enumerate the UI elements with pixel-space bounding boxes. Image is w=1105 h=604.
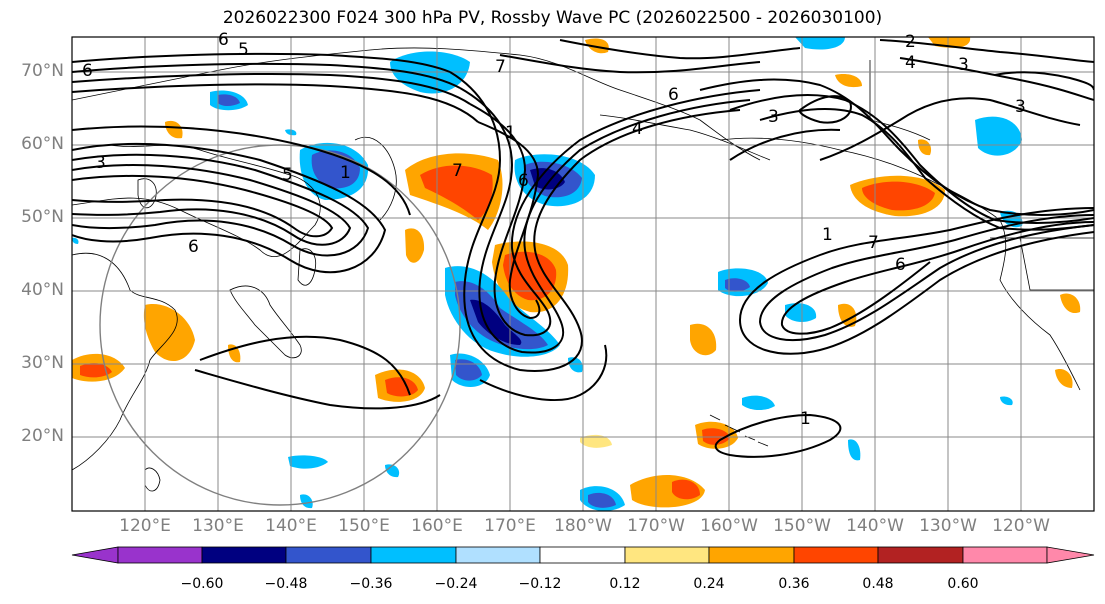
lon-label: 180°W (554, 516, 612, 536)
contour-label: 6 (518, 171, 529, 191)
lon-label: 150°E (338, 516, 390, 536)
lon-label: 140°E (265, 516, 317, 536)
lat-label: 60°N (21, 134, 64, 154)
colorbar-bin (624, 546, 710, 564)
contour-label: 1 (340, 163, 351, 183)
colorbar-tick: −0.36 (349, 576, 393, 592)
lat-label: 20°N (21, 426, 64, 446)
colorbar-tick: 0.60 (947, 576, 979, 592)
colorbar-bin (370, 546, 457, 564)
lon-label: 170°E (484, 516, 536, 536)
colorbar-tick: −0.60 (180, 576, 224, 592)
colorbar-tick: 0.36 (778, 576, 810, 592)
contour-label: 3 (958, 55, 969, 75)
contour-label: 1 (822, 225, 833, 245)
colorbar-bin (793, 546, 879, 564)
colorbar-tick: −0.48 (264, 576, 308, 592)
lat-label: 50°N (21, 207, 64, 227)
lon-label: 130°W (919, 516, 977, 536)
region-circle (99, 144, 461, 506)
colorbar-bin (117, 546, 203, 564)
contour-label: 3 (95, 153, 106, 173)
colorbar (71, 546, 1095, 564)
contour-label-group: 6 5 2 7 6 3 4 3 3 5 6 7 1 1 6 3 6 1 7 6 … (82, 30, 1026, 429)
lon-label: 130°E (192, 516, 244, 536)
contour-label: 3 (768, 107, 779, 127)
colorbar-tick: 0.48 (862, 576, 894, 592)
contour-label: 6 (82, 61, 93, 81)
lon-label: 120°E (119, 516, 171, 536)
lat-label: 30°N (21, 353, 64, 373)
contour-label: 6 (895, 255, 906, 275)
contour-label: 7 (868, 233, 879, 253)
lon-label: 170°W (627, 516, 685, 536)
map-title: 2026022300 F024 300 hPa PV, Rossby Wave … (222, 8, 883, 28)
contour-label: 6 (188, 237, 199, 257)
lon-label: 120°W (992, 516, 1050, 536)
lon-label: 150°W (773, 516, 831, 536)
contour-label: 7 (452, 161, 463, 181)
contour-label: 3 (1015, 97, 1026, 117)
lon-label: 160°E (411, 516, 463, 536)
lat-label: 70°N (21, 61, 64, 81)
colorbar-extend-low (71, 546, 119, 564)
colorbar-bin (539, 546, 626, 564)
colorbar-bin (455, 546, 541, 564)
contour-label: 1 (505, 123, 516, 143)
pv-contours (72, 39, 1094, 458)
colorbar-tick: −0.24 (434, 576, 478, 592)
colorbar-bin (708, 546, 795, 564)
graticule (72, 37, 1094, 511)
colorbar-extend-high (1046, 546, 1095, 564)
colorbar-bin (962, 546, 1048, 564)
colorbar-bin (285, 546, 372, 564)
contour-label: 4 (632, 119, 643, 139)
contour-label: 6 (668, 85, 679, 105)
map-frame (71, 36, 1095, 512)
contour-label: 1 (800, 409, 811, 429)
contour-label: 7 (495, 57, 506, 77)
lon-label: 160°W (700, 516, 758, 536)
contour-label: 5 (282, 165, 293, 185)
colorbar-bin (201, 546, 287, 564)
colorbar-tick: 0.24 (693, 576, 725, 592)
colorbar-bin (877, 546, 964, 564)
colorbar-tick: −0.12 (518, 576, 562, 592)
contour-label: 6 (218, 30, 229, 50)
contour-label: 2 (905, 32, 916, 52)
contour-label: 5 (238, 40, 249, 60)
lon-label: 140°W (846, 516, 904, 536)
contour-label: 4 (905, 53, 916, 73)
colorbar-tick: 0.12 (609, 576, 641, 592)
lat-label: 40°N (21, 280, 64, 300)
